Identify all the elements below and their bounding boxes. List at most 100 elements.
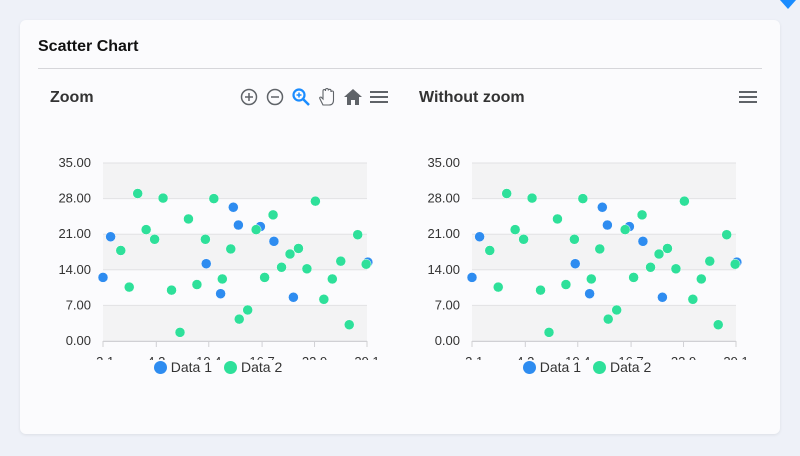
data-point-2[interactable]: [611, 304, 622, 316]
legend-marker: [224, 360, 237, 374]
data-point-2[interactable]: [157, 192, 169, 204]
legend-item-data-2[interactable]: Data 2: [224, 359, 282, 375]
zoom-in-icon[interactable]: [238, 86, 260, 108]
data-point-2[interactable]: [267, 209, 279, 221]
data-point-2[interactable]: [645, 262, 656, 273]
data-point-2[interactable]: [149, 234, 160, 245]
home-reset-icon[interactable]: [342, 86, 364, 108]
data-point-1[interactable]: [97, 272, 109, 283]
data-point-2[interactable]: [509, 224, 521, 235]
data-point-2[interactable]: [602, 313, 614, 325]
data-point-2[interactable]: [335, 255, 347, 267]
data-point-1[interactable]: [200, 258, 212, 269]
legend-item-data-1[interactable]: Data 1: [522, 359, 581, 375]
data-point-2[interactable]: [569, 234, 580, 245]
data-point-2[interactable]: [535, 284, 546, 296]
data-point-2[interactable]: [200, 234, 211, 245]
data-point-2[interactable]: [704, 255, 716, 267]
pan-hand-icon[interactable]: [316, 86, 338, 108]
menu-icon[interactable]: [368, 86, 390, 108]
data-point-2[interactable]: [696, 273, 707, 285]
data-point-2[interactable]: [518, 234, 529, 245]
data-point-2[interactable]: [259, 272, 270, 283]
without-zoom-chart[interactable]: Without zoom 0.00 7.00 14.00 21.00 28.00 35.0…: [407, 80, 767, 400]
data-point-2[interactable]: [301, 263, 313, 275]
data-point-2[interactable]: [327, 273, 338, 285]
data-point-2[interactable]: [628, 272, 639, 283]
data-point-2[interactable]: [501, 188, 512, 199]
legend-label: Data 1: [539, 359, 581, 375]
data-point-2[interactable]: [687, 294, 699, 305]
data-point-2[interactable]: [492, 281, 504, 293]
plot-area[interactable]: 0.00 7.00 14.00 21.00 28.00 35.00 -2.1 4.2 10.4 1…: [38, 80, 398, 360]
data-point-1[interactable]: [228, 201, 239, 213]
data-point-2[interactable]: [132, 188, 143, 199]
data-point-1[interactable]: [602, 219, 613, 231]
data-point-2[interactable]: [225, 243, 237, 255]
data-point-2[interactable]: [577, 193, 589, 204]
data-point-2[interactable]: [543, 327, 555, 338]
data-point-2[interactable]: [712, 319, 724, 330]
selection-zoom-icon[interactable]: [290, 86, 312, 108]
data-point-2[interactable]: [352, 229, 363, 240]
menu-icon[interactable]: [737, 86, 759, 108]
data-point-1[interactable]: [105, 231, 116, 242]
data-point-2[interactable]: [166, 284, 177, 296]
data-point-2[interactable]: [208, 193, 220, 204]
data-point-2[interactable]: [594, 243, 606, 255]
data-point-1[interactable]: [637, 236, 649, 247]
data-point-1[interactable]: [584, 288, 595, 299]
data-point-2[interactable]: [293, 243, 304, 254]
data-point-2[interactable]: [318, 294, 330, 305]
dropdown-arrow-icon[interactable]: [780, 0, 796, 9]
data-point-2[interactable]: [284, 248, 296, 260]
data-point-2[interactable]: [721, 229, 732, 240]
data-point-2[interactable]: [679, 195, 690, 207]
data-point-2[interactable]: [123, 281, 135, 293]
data-point-2[interactable]: [183, 213, 194, 225]
data-point-2[interactable]: [115, 245, 127, 256]
data-point-2[interactable]: [217, 273, 228, 285]
data-point-2[interactable]: [191, 279, 203, 290]
data-point-1[interactable]: [215, 288, 226, 299]
data-point-1[interactable]: [466, 272, 478, 283]
zoom-chart[interactable]: Zoom 0.00 7.00 14.00 21.00 28.00 35.00 -2.1 4.2…: [38, 80, 398, 400]
data-point-2[interactable]: [360, 258, 372, 270]
data-point-2[interactable]: [729, 258, 741, 270]
data-point-1[interactable]: [233, 219, 244, 231]
data-point-2[interactable]: [586, 273, 597, 285]
data-point-2[interactable]: [670, 263, 682, 275]
x-tick-label: -2.1: [461, 354, 483, 360]
data-point-2[interactable]: [310, 195, 321, 207]
data-point-2[interactable]: [250, 224, 262, 235]
data-point-2[interactable]: [552, 213, 563, 225]
zoom-out-icon[interactable]: [264, 86, 286, 108]
data-point-1[interactable]: [288, 292, 299, 303]
data-point-2[interactable]: [233, 313, 245, 325]
chart-title: Without zoom: [419, 89, 525, 106]
data-point-2[interactable]: [662, 243, 673, 254]
data-point-2[interactable]: [484, 245, 496, 256]
data-point-2[interactable]: [276, 262, 287, 273]
legend: Data 1 Data 2: [38, 359, 398, 375]
x-tick-label: 4.2: [147, 354, 165, 360]
data-point-2[interactable]: [174, 327, 186, 338]
legend-item-data-2[interactable]: Data 2: [593, 359, 651, 375]
data-point-2[interactable]: [526, 192, 538, 204]
data-point-1[interactable]: [597, 201, 608, 213]
legend-item-data-1[interactable]: Data 1: [153, 359, 212, 375]
data-point-2[interactable]: [140, 224, 152, 235]
data-point-1[interactable]: [268, 236, 280, 247]
data-point-2[interactable]: [619, 224, 631, 235]
data-point-2[interactable]: [636, 209, 648, 221]
data-point-2[interactable]: [653, 248, 665, 260]
plot-area[interactable]: 0.00 7.00 14.00 21.00 28.00 35.00 -2.1 4.2 10.4 1…: [407, 80, 767, 360]
chart-toolbar: [238, 86, 390, 108]
data-point-1[interactable]: [569, 258, 581, 269]
data-point-2[interactable]: [242, 304, 253, 316]
legend-marker: [522, 360, 536, 374]
data-point-1[interactable]: [474, 231, 485, 242]
data-point-2[interactable]: [343, 319, 355, 330]
data-point-1[interactable]: [657, 292, 668, 303]
data-point-2[interactable]: [560, 279, 572, 290]
